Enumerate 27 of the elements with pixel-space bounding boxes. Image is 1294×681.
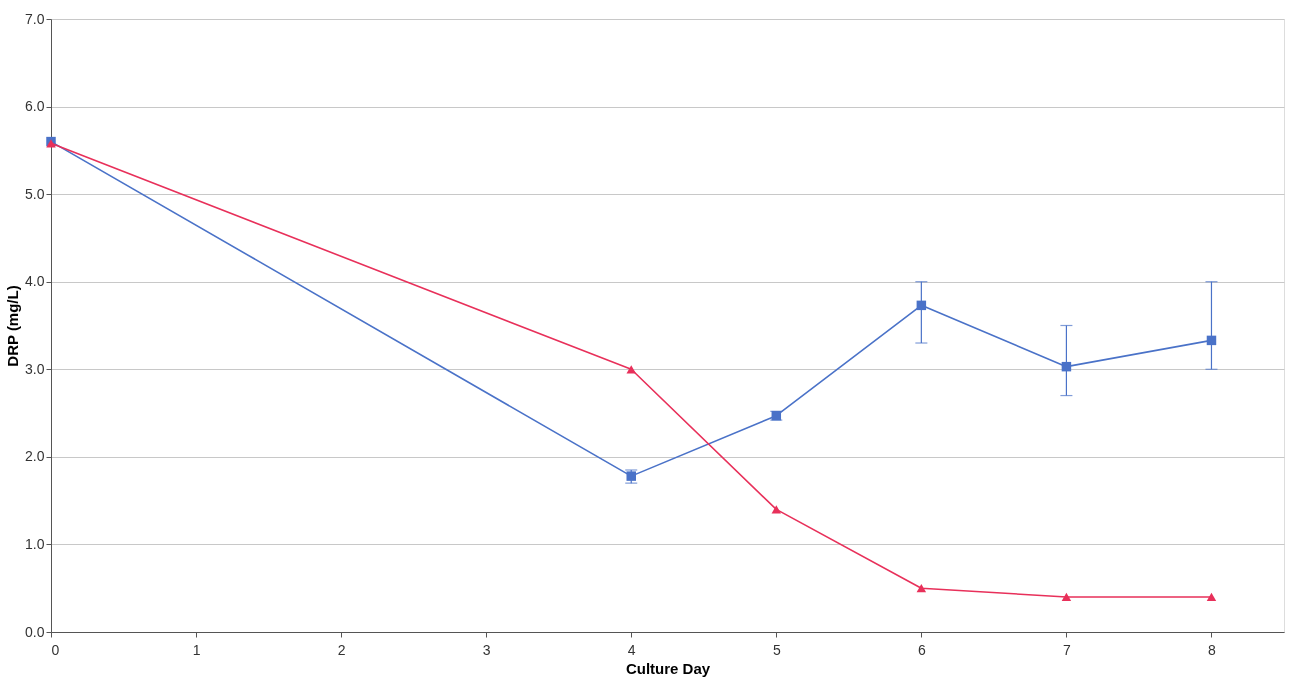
y-tick-label: 3.0 — [25, 360, 45, 377]
y-tick-label: 0.0 — [25, 623, 45, 640]
y-axis-title: DRP (mg/L) — [4, 285, 22, 367]
y-tick-label: 6.0 — [25, 98, 45, 115]
x-axis-title: Culture Day — [625, 659, 711, 677]
x-tick-label: 1 — [192, 641, 201, 658]
x-tick-label: 7 — [1063, 641, 1072, 658]
point — [1061, 592, 1072, 602]
x-tick-label: 0 — [51, 641, 60, 658]
y-tick-label: 5.0 — [25, 185, 45, 202]
point — [1206, 335, 1217, 346]
x-tick-label: 5 — [772, 641, 781, 658]
x-tick-label: 6 — [917, 641, 926, 658]
x-tick-label: 8 — [1208, 641, 1217, 658]
y-tick-label: 7.0 — [25, 10, 45, 27]
point — [1061, 361, 1072, 372]
point — [916, 300, 927, 311]
point — [626, 365, 636, 374]
point — [1206, 592, 1217, 602]
point — [771, 505, 782, 514]
x-tick-label: 4 — [627, 641, 636, 658]
x-tick-label: 2 — [337, 641, 346, 658]
y-tick-label: 2.0 — [25, 448, 45, 465]
point — [916, 584, 927, 593]
x-tick-label: 3 — [482, 641, 491, 658]
y-tick-label: 4.0 — [25, 273, 45, 290]
y-tick-label: 1.0 — [25, 535, 45, 552]
